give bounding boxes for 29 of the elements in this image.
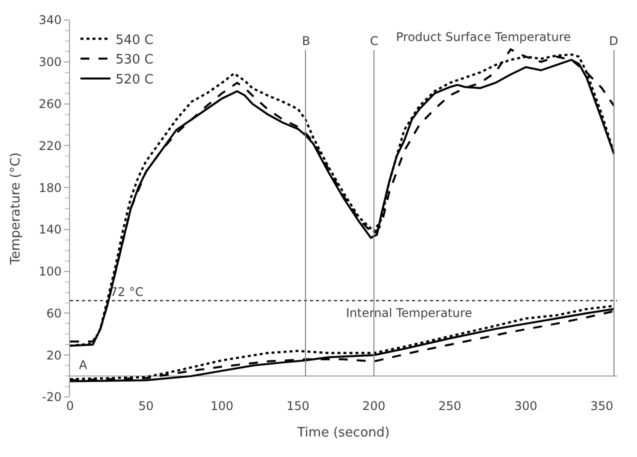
x-tick-label: 150	[286, 399, 310, 413]
y-tick-label: 180	[38, 180, 62, 195]
legend-label: 520 C	[115, 72, 154, 88]
x-tick-label: 200	[362, 399, 386, 413]
annotation: A	[79, 358, 88, 372]
annotation: Product Surface Temperature	[396, 30, 571, 44]
ref-line-label: C	[370, 34, 378, 48]
legend-label: 540 C	[115, 32, 154, 48]
y-tick-label: 140	[38, 222, 62, 237]
y-tick-label: 60	[46, 306, 62, 320]
ref-line-label: B	[302, 34, 310, 48]
x-tick-label: 250	[438, 399, 462, 413]
x-tick-label: 0	[66, 399, 74, 413]
y-tick-label: 100	[38, 264, 62, 279]
y-axis-title: Temperature (°C)	[8, 152, 24, 266]
x-tick-label: 50	[138, 399, 154, 413]
x-tick-label: 350	[590, 399, 614, 413]
x-axis-title: Time (second)	[296, 426, 390, 441]
ref-line-label: D	[609, 34, 618, 48]
x-tick-label: 300	[514, 399, 538, 413]
y-tick-label: 220	[38, 138, 62, 153]
x-tick-label: 100	[210, 399, 234, 413]
ref-line-label: 72 °C	[110, 285, 144, 299]
y-tick-label: 20	[46, 348, 62, 362]
legend-label: 530 C	[115, 52, 154, 68]
y-tick-label: 300	[38, 55, 62, 70]
y-tick-label: 340	[38, 13, 62, 28]
y-tick-label: 260	[38, 96, 62, 111]
y-tick-label: -20	[42, 390, 62, 404]
